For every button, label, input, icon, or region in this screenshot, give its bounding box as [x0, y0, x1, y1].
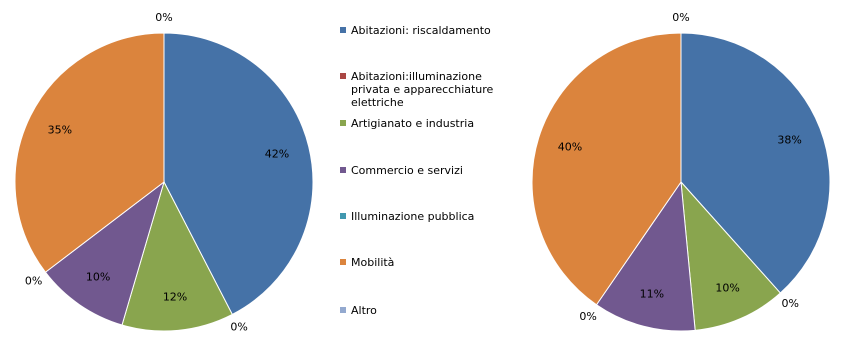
- legend-item: Abitazioni:illuminazione privata e appar…: [340, 70, 510, 109]
- pie-slice: [14, 32, 165, 273]
- data-label: 0%: [230, 321, 247, 334]
- pie-slice: [121, 180, 233, 332]
- legend-item: Abitazioni: riscaldamento: [340, 24, 510, 37]
- data-label: 42%: [265, 148, 289, 161]
- data-label: 10%: [86, 271, 110, 284]
- legend-swatch: [340, 213, 346, 219]
- legend-label: Abitazioni:illuminazione privata e appar…: [351, 70, 494, 109]
- legend-label: Illuminazione pubblica: [351, 210, 475, 223]
- legend-swatch: [340, 27, 346, 33]
- data-label: 0%: [782, 297, 799, 310]
- legend-label: Abitazioni: riscaldamento: [351, 24, 491, 37]
- legend-label: Artigianato e industria: [351, 117, 475, 130]
- data-label: 40%: [558, 140, 582, 153]
- legend-swatch: [340, 259, 346, 265]
- data-label: 11%: [640, 287, 664, 300]
- data-label: 0%: [672, 11, 689, 24]
- legend-swatch: [340, 167, 346, 173]
- legend-label: Commercio e servizi: [351, 164, 463, 177]
- pie-slice: [680, 32, 831, 294]
- legend-swatch: [340, 307, 346, 313]
- legend-item: Altro: [340, 304, 510, 317]
- legend-item: Mobilità: [340, 256, 510, 269]
- legend-item: Commercio e servizi: [340, 164, 510, 177]
- legend-swatch: [340, 73, 346, 79]
- pie-slice: [595, 180, 696, 332]
- data-label: 0%: [155, 11, 172, 24]
- data-label: 12%: [163, 291, 187, 304]
- legend-label: Altro: [351, 304, 377, 317]
- pie-slice: [680, 180, 782, 331]
- data-label: 35%: [48, 123, 72, 136]
- legend-label: Mobilità: [351, 256, 395, 269]
- pie-slice: [531, 32, 682, 306]
- data-label: 38%: [777, 134, 801, 147]
- data-label: 10%: [715, 281, 739, 294]
- data-label: 0%: [579, 310, 596, 323]
- legend-swatch: [340, 120, 346, 126]
- legend-item: Artigianato e industria: [340, 117, 510, 130]
- pie-slice: [163, 32, 314, 316]
- data-label: 0%: [25, 274, 42, 287]
- legend-item: Illuminazione pubblica: [340, 210, 510, 223]
- pie-slice: [44, 180, 165, 326]
